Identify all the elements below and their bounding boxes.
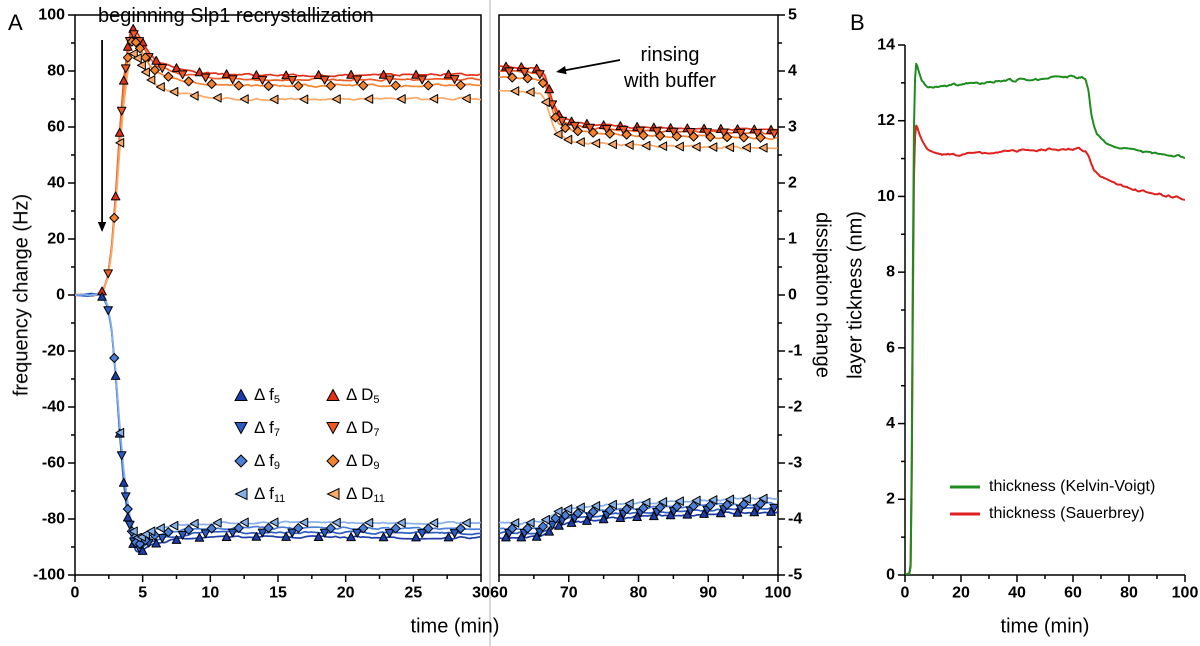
triangle-down-icon [326,422,340,435]
panel-a-ylabel-right: dissipation change [811,212,834,378]
panel-a-label: A [8,10,23,35]
legend-label: thickness (Sauerbrey) [989,505,1145,522]
panel-a-legend: Δ f5 Δ D5 Δ f7 Δ D7 Δ f9 Δ D9 Δ f11 Δ D [234,384,385,505]
annotation-rinsing: rinsing with buffer [624,42,716,94]
diamond-icon [234,454,248,468]
triangle-left-icon [234,487,248,501]
annotation-recrystallization: beginning Slp1 recrystallization [98,5,374,27]
legend-item-d9: Δ D9 [326,450,385,472]
line-swatch-icon [950,512,980,516]
triangle-up-icon [326,388,340,401]
legend-item-d5: Δ D5 [326,384,385,406]
legend-label: Δ D [346,417,374,437]
diamond-icon [326,454,340,468]
panel-b-xlabel: time (min) [1000,615,1090,638]
triangle-up-icon [234,388,248,401]
legend-item-kelvin-voigt: thickness (Kelvin-Voigt) [950,478,1155,496]
legend-label: thickness (Kelvin-Voigt) [989,478,1156,495]
triangle-down-icon [234,422,248,435]
panel-b-legend: thickness (Kelvin-Voigt) thickness (Saue… [950,478,1155,523]
panel-a-ylabel-left: frequency change (Hz) [10,193,33,397]
panel-b-label: B [850,10,865,35]
legend-label: Δ f [254,483,274,503]
legend-label: Δ D [346,384,374,404]
panel-b-ylabel: layer tickness (nm) [844,211,867,379]
annotation-rinsing-line1: rinsing [640,44,700,66]
panel-a-xlabel: time (min) [410,615,500,638]
annotation-rinsing-line2: with buffer [624,70,716,92]
legend-item-f7: Δ f7 [234,417,314,439]
triangle-left-icon [326,487,340,501]
legend-label: Δ f [254,384,274,404]
legend-item-f5: Δ f5 [234,384,314,406]
legend-label: Δ D [346,483,374,503]
legend-item-f11: Δ f11 [234,483,314,505]
legend-item-d7: Δ D7 [326,417,385,439]
legend-label: Δ f [254,450,274,470]
line-swatch-icon [950,485,980,489]
legend-label: Δ D [346,450,374,470]
legend-item-d11: Δ D11 [326,483,385,505]
legend-item-f9: Δ f9 [234,450,314,472]
legend-label: Δ f [254,417,274,437]
legend-item-sauerbrey: thickness (Sauerbrey) [950,505,1155,523]
